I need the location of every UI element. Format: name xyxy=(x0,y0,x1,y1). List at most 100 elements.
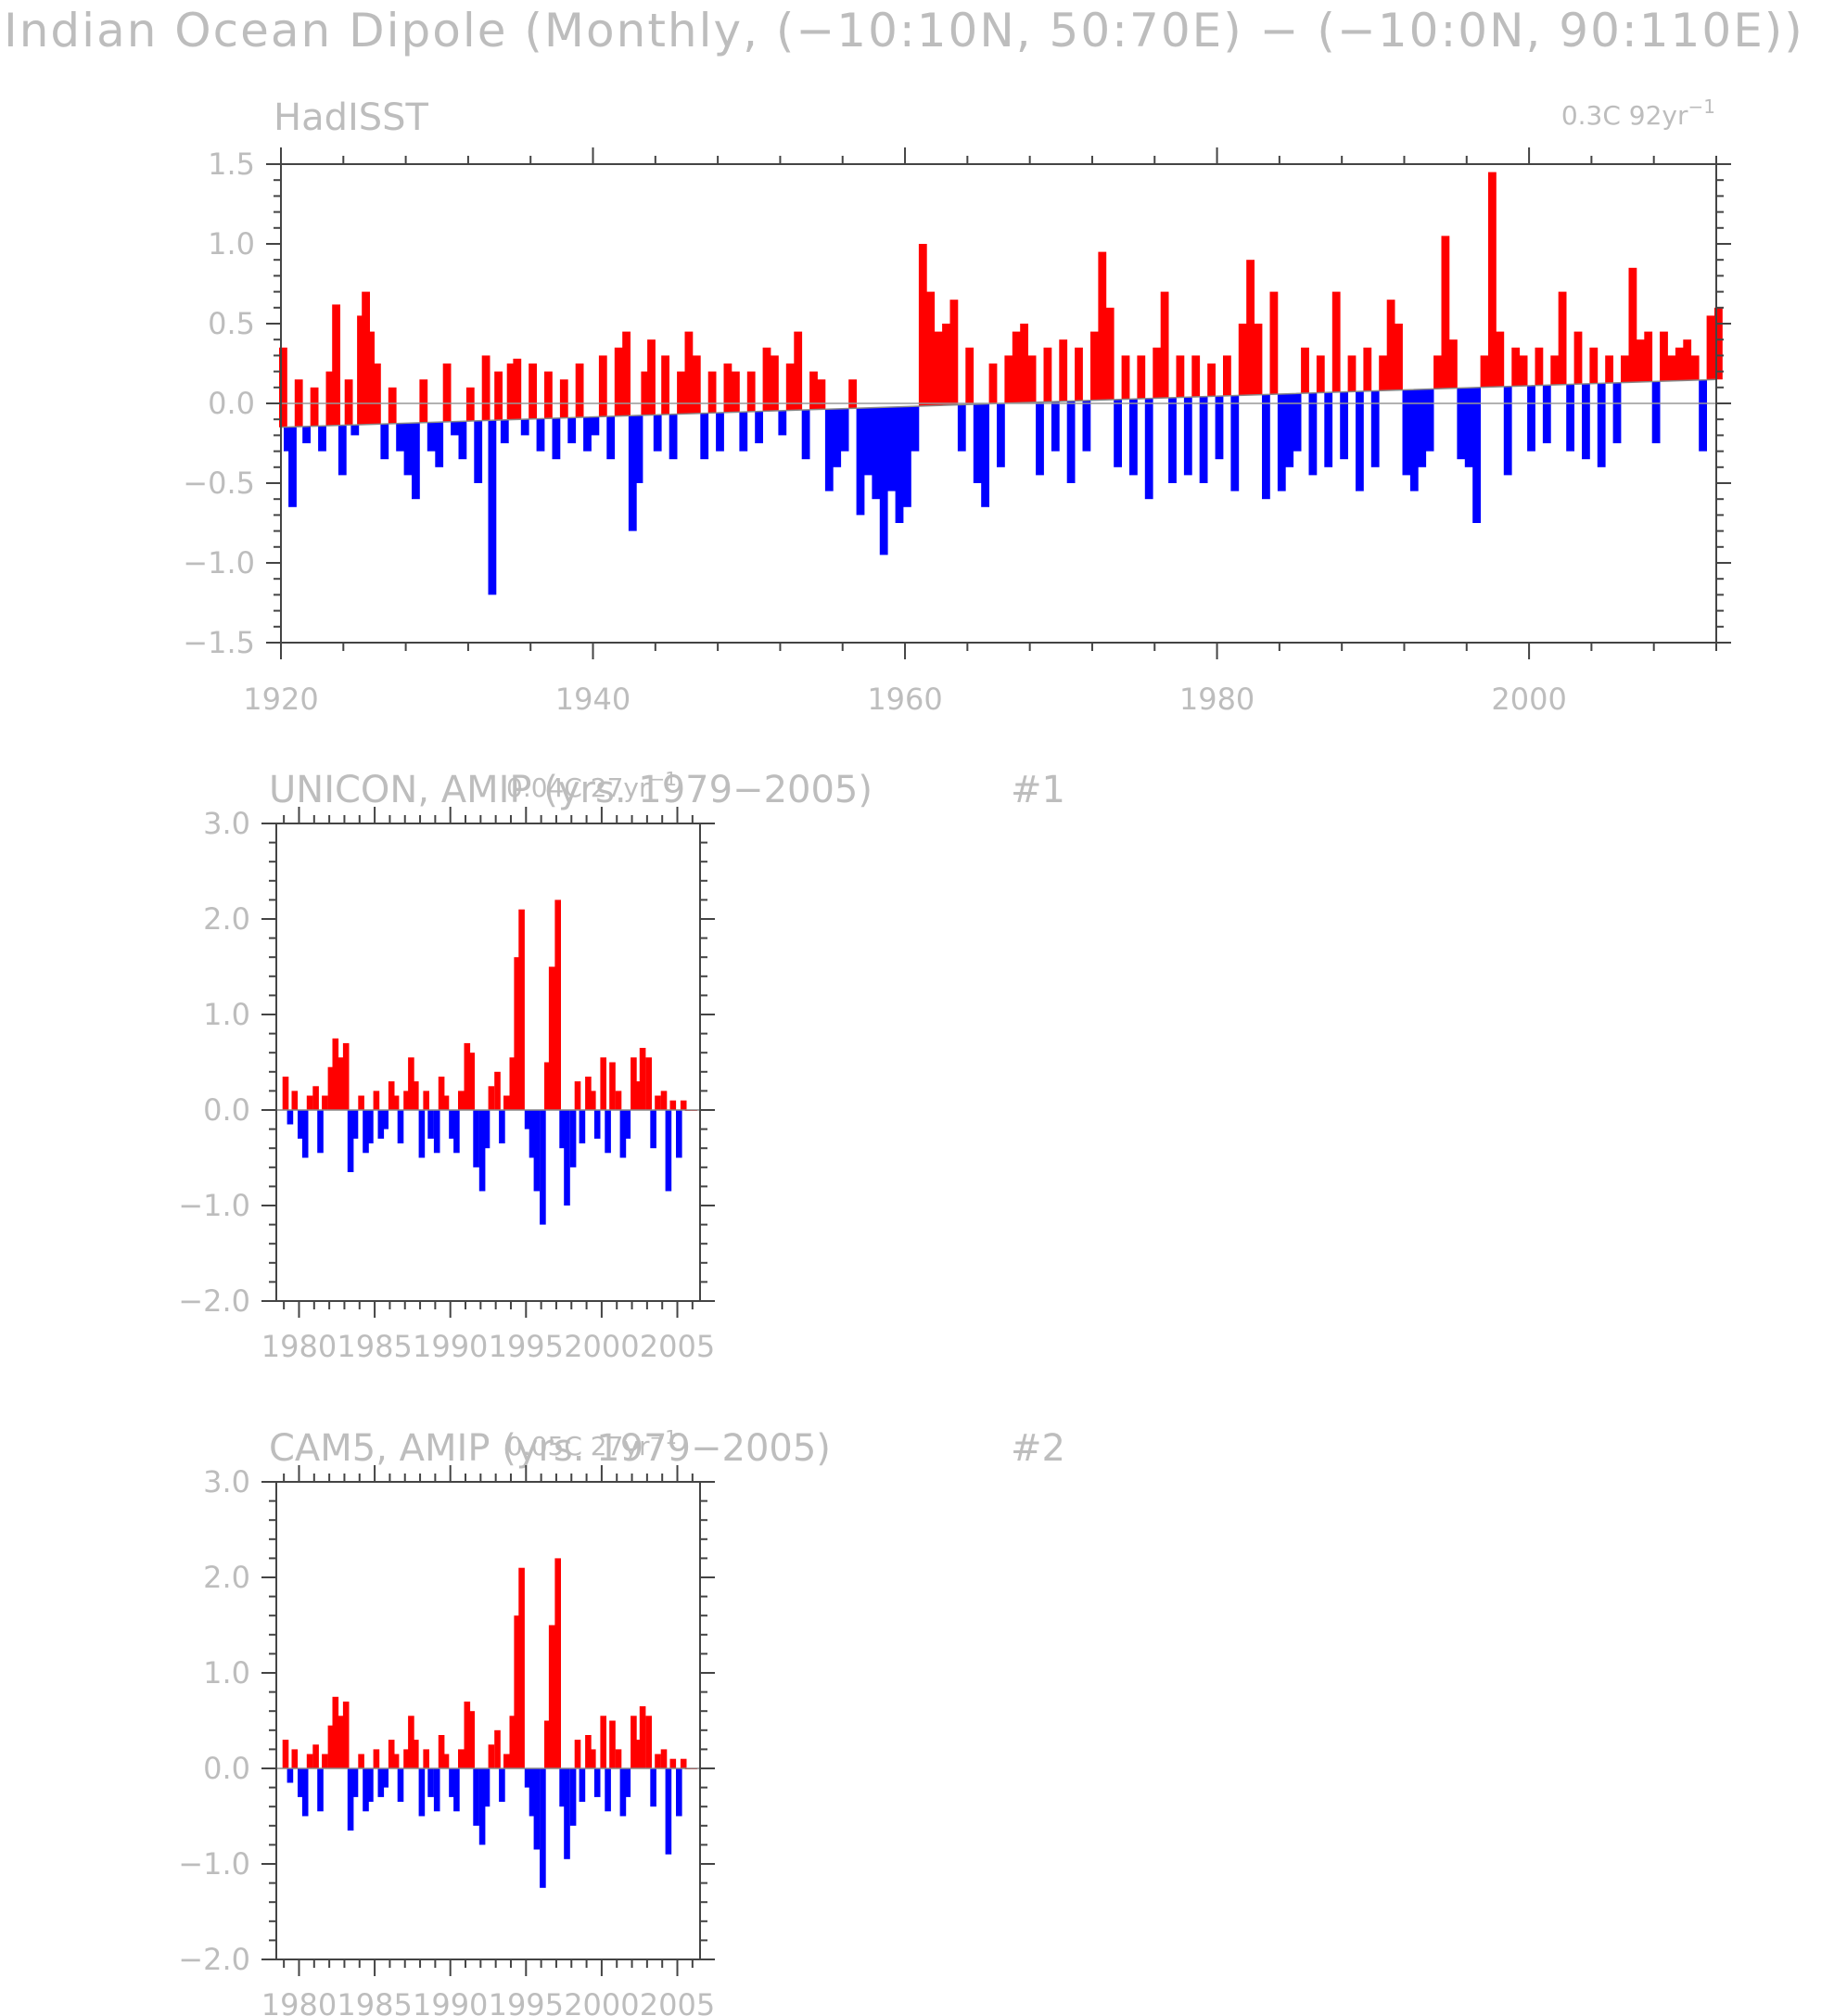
data-bar xyxy=(1215,396,1224,460)
data-bar xyxy=(661,355,669,415)
data-bar xyxy=(464,1701,471,1768)
data-bar xyxy=(609,1720,616,1768)
data-bar xyxy=(1004,355,1013,403)
data-bar xyxy=(351,1768,359,1797)
data-bar xyxy=(864,407,873,476)
data-bar xyxy=(474,420,483,483)
data-bar xyxy=(533,1768,541,1850)
data-bar xyxy=(306,1754,313,1768)
data-bar xyxy=(669,1758,677,1768)
data-bar xyxy=(598,355,607,417)
data-bar xyxy=(567,417,577,443)
data-bar xyxy=(1566,384,1574,452)
data-bar xyxy=(357,315,365,425)
panel-title: HadISST xyxy=(274,96,429,139)
y-tick-label: 0.0 xyxy=(208,386,255,421)
data-bar xyxy=(468,1711,475,1768)
data-bar xyxy=(615,1091,622,1110)
data-bar xyxy=(848,379,857,409)
data-bar xyxy=(317,1768,324,1812)
data-bar xyxy=(1293,393,1302,452)
data-bar xyxy=(433,1768,440,1812)
y-tick-label: 2.0 xyxy=(203,901,250,937)
data-bar xyxy=(373,1091,380,1110)
data-bar xyxy=(544,1720,551,1768)
data-bar xyxy=(1238,324,1247,396)
chart-panel-1: HadISST 0.3C 92yr−1 −1.5 −1.0 −0.5 0.0 0.5 1.0 1… xyxy=(183,96,1731,717)
data-bar xyxy=(499,1768,505,1802)
data-bar xyxy=(332,304,340,426)
data-bar xyxy=(856,408,865,516)
data-bar xyxy=(1519,355,1528,387)
data-bar xyxy=(1051,402,1060,452)
data-bar xyxy=(1176,355,1185,398)
data-bar xyxy=(524,1768,531,1788)
data-bar xyxy=(529,364,537,419)
data-bar xyxy=(1301,347,1309,394)
data-bar xyxy=(509,1716,516,1768)
data-bar xyxy=(1082,401,1091,452)
data-bar xyxy=(1651,381,1661,443)
trend-label: 0.3C 92yr−1 xyxy=(1561,96,1715,131)
data-bar xyxy=(676,1768,682,1817)
data-bar xyxy=(382,1110,389,1129)
data-bar xyxy=(949,300,959,405)
y-tick-label: 3.0 xyxy=(203,806,250,841)
data-bar xyxy=(317,1110,324,1154)
data-bar xyxy=(418,1768,426,1817)
data-bar xyxy=(559,1768,566,1807)
data-bar xyxy=(503,1095,510,1110)
panel-number: #1 xyxy=(1011,769,1065,811)
data-bar xyxy=(879,407,888,555)
data-bar xyxy=(413,1740,419,1768)
data-bar xyxy=(458,1091,465,1110)
data-bar xyxy=(1503,386,1512,476)
data-bar xyxy=(574,1740,581,1768)
data-bar xyxy=(639,1706,646,1768)
data-bar xyxy=(622,331,631,416)
data-bar xyxy=(518,909,525,1110)
plot-frame xyxy=(275,1481,701,1960)
data-bar xyxy=(1690,355,1700,380)
data-bar xyxy=(347,1768,354,1831)
y-tick-label: 0.0 xyxy=(203,1751,250,1786)
data-bar xyxy=(1356,391,1364,491)
x-tick-label: 1995 xyxy=(489,1987,564,2016)
data-bar xyxy=(1660,331,1668,382)
data-bar xyxy=(423,1091,429,1110)
data-bar xyxy=(680,1100,687,1110)
data-bar xyxy=(1589,347,1599,384)
data-bar xyxy=(1199,396,1208,483)
data-bar xyxy=(1496,331,1505,388)
data-bar xyxy=(579,1768,586,1802)
data-bar xyxy=(1573,331,1583,385)
data-bar xyxy=(520,419,529,436)
data-bar xyxy=(1706,315,1715,380)
data-bar xyxy=(367,1110,374,1143)
data-bar xyxy=(465,387,475,422)
data-bar xyxy=(655,1095,661,1110)
data-bar xyxy=(957,404,966,452)
data-bar xyxy=(1418,389,1427,467)
trend-exponent: −1 xyxy=(650,1426,677,1448)
data-bar xyxy=(1114,399,1122,467)
data-bar xyxy=(1262,394,1270,500)
data-bar xyxy=(1464,388,1473,467)
x-tick-label: 1990 xyxy=(413,1987,488,2016)
data-bar xyxy=(606,416,616,460)
x-tick-label: 2000 xyxy=(564,1987,639,2016)
y-tick-label: 0.0 xyxy=(203,1092,250,1128)
data-bar xyxy=(413,1081,419,1110)
data-bar xyxy=(585,1077,592,1110)
data-bar xyxy=(358,1754,364,1768)
data-bar xyxy=(503,1754,510,1768)
x-tick-label: 1920 xyxy=(243,682,318,717)
x-tick-label: 1960 xyxy=(867,682,942,717)
data-bar xyxy=(291,1749,299,1768)
data-bar xyxy=(342,1701,350,1768)
data-bar xyxy=(322,1095,328,1110)
data-bar xyxy=(624,1110,631,1139)
data-bar xyxy=(1059,339,1068,402)
data-bar xyxy=(665,1110,672,1192)
trend-exponent: −1 xyxy=(650,768,677,790)
